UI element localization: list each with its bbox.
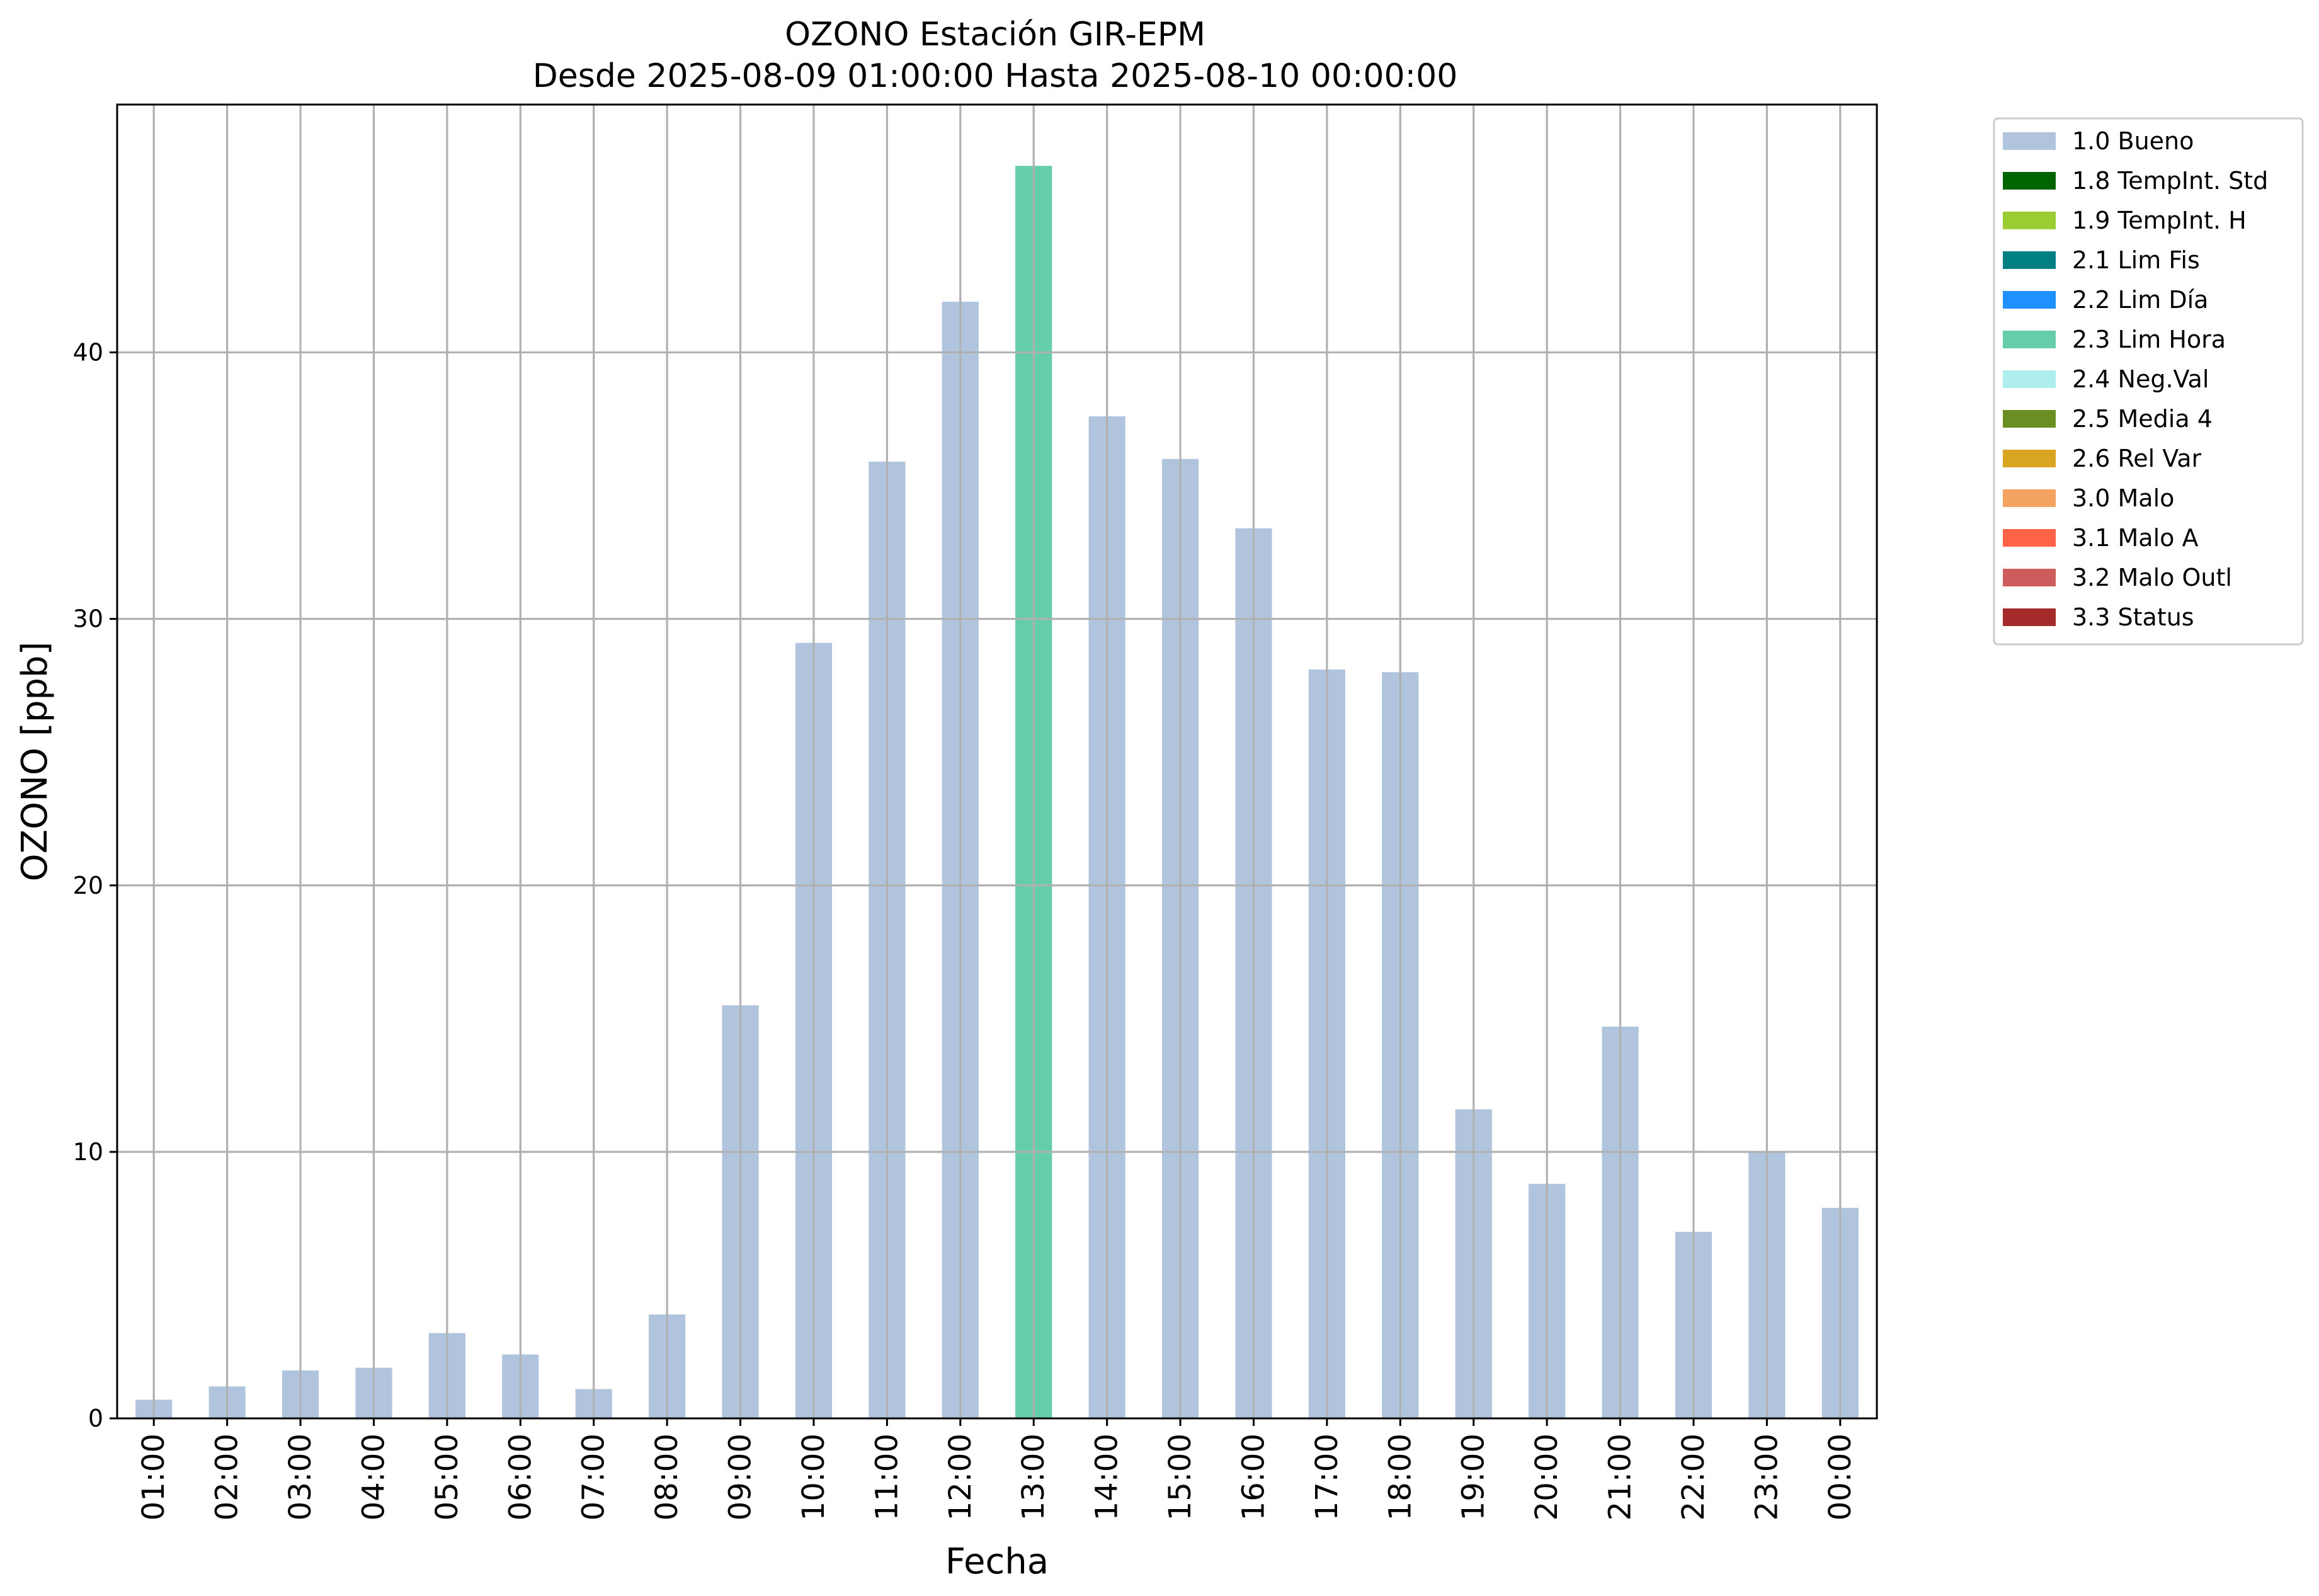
x-tick-label: 05:00 — [430, 1434, 465, 1520]
legend-swatch — [2003, 331, 2056, 348]
y-tick-label: 10 — [73, 1138, 103, 1166]
legend-label: 2.1 Lim Fis — [2072, 246, 2200, 274]
y-tick-label: 0 — [88, 1405, 103, 1432]
x-tick-label: 00:00 — [1823, 1434, 1858, 1520]
x-tick-label: 19:00 — [1456, 1434, 1491, 1520]
legend-swatch — [2003, 450, 2056, 467]
x-tick-label: 17:00 — [1309, 1434, 1345, 1520]
legend-swatch — [2003, 529, 2056, 547]
x-tick-label: 13:00 — [1016, 1434, 1051, 1520]
x-tick-label: 23:00 — [1749, 1434, 1784, 1520]
legend-label: 3.0 Malo — [2072, 484, 2174, 512]
legend-label: 3.1 Malo A — [2072, 524, 2198, 552]
legend-label: 3.2 Malo Outl — [2072, 564, 2232, 591]
x-tick-label: 22:00 — [1676, 1434, 1711, 1520]
y-axis-label: OZONO [ppb] — [14, 642, 55, 882]
x-tick-label: 09:00 — [723, 1434, 758, 1520]
x-tick-label: 12:00 — [943, 1434, 978, 1520]
y-tick-label: 20 — [73, 872, 103, 899]
legend-label: 3.3 Status — [2072, 603, 2194, 631]
legend-label: 2.3 Lim Hora — [2072, 326, 2226, 353]
x-tick-label: 11:00 — [869, 1434, 904, 1520]
x-tick-label: 10:00 — [796, 1434, 831, 1520]
x-tick-label: 18:00 — [1382, 1434, 1418, 1520]
y-axis-ticks: 0 10 20 30 40 — [73, 339, 117, 1432]
legend-label: 2.2 Lim Día — [2072, 286, 2208, 314]
chart-title: OZONO Estación GIR-EPM — [785, 16, 1205, 54]
legend-swatch — [2003, 410, 2056, 428]
bars — [117, 105, 1877, 1420]
legend-swatch — [2003, 172, 2056, 190]
x-tick-label: 02:00 — [210, 1434, 245, 1520]
x-tick-label: 15:00 — [1163, 1434, 1198, 1520]
legend-swatch — [2003, 132, 2056, 150]
chart-subtitle: Desde 2025-08-09 01:00:00 Hasta 2025-08-… — [533, 57, 1458, 95]
x-axis-label: Fecha — [945, 1541, 1049, 1582]
legend: 1.0 Bueno 1.8 TempInt. Std 1.9 TempInt. H 2… — [1993, 117, 2304, 646]
legend-swatch — [2003, 212, 2056, 229]
y-tick-label: 40 — [73, 339, 103, 367]
x-tick-label: 07:00 — [576, 1434, 612, 1520]
legend-swatch — [2003, 489, 2056, 507]
legend-swatch — [2003, 370, 2056, 388]
x-tick-label: 03:00 — [283, 1434, 318, 1520]
x-tick-label: 06:00 — [503, 1434, 538, 1520]
y-tick-label: 30 — [73, 605, 103, 633]
x-tick-label: 04:00 — [356, 1434, 391, 1520]
legend-label: 1.9 TempInt. H — [2072, 207, 2247, 234]
legend-label: 2.5 Media 4 — [2072, 405, 2213, 433]
x-axis-ticks: 01:00 02:00 03:00 04:00 05:00 06:00 07:00 08:00… — [136, 1418, 1858, 1520]
legend-swatch — [2003, 251, 2056, 269]
legend-label: 1.0 Bueno — [2072, 127, 2194, 155]
plot-frame — [116, 103, 1878, 1420]
x-tick-label: 20:00 — [1529, 1434, 1564, 1520]
x-tick-label: 21:00 — [1603, 1434, 1638, 1520]
legend-box — [1993, 117, 2304, 646]
legend-swatch — [2003, 291, 2056, 309]
x-tick-label: 14:00 — [1090, 1434, 1125, 1520]
legend-label: 1.8 TempInt. Std — [2072, 167, 2268, 195]
legend-swatch — [2003, 569, 2056, 586]
x-tick-label: 08:00 — [649, 1434, 685, 1520]
legend-label: 2.4 Neg.Val — [2072, 365, 2209, 393]
x-tick-label: 16:00 — [1236, 1434, 1271, 1520]
x-tick-label: 01:00 — [136, 1434, 171, 1520]
legend-swatch — [2003, 608, 2056, 626]
legend-label: 2.6 Rel Var — [2072, 445, 2202, 472]
